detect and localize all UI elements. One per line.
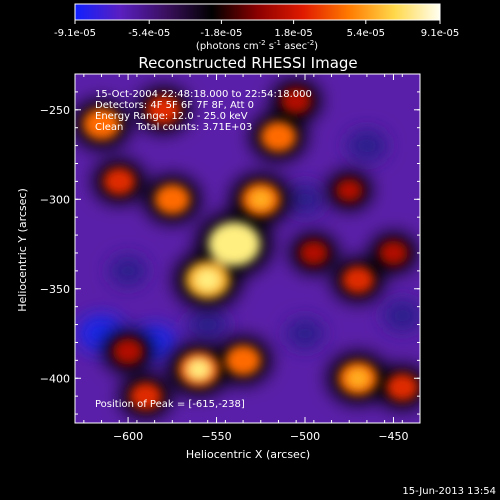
emission-blob bbox=[225, 345, 261, 376]
emission-blob bbox=[379, 240, 408, 266]
negative-emission-blob bbox=[285, 183, 325, 216]
x-axis-label: Heliocentric X (arcsec) bbox=[186, 448, 310, 461]
info-time-range: 15-Oct-2004 22:48:18.000 to 22:54:18.000 bbox=[95, 89, 312, 100]
negative-emission-blob bbox=[346, 129, 388, 163]
emission-blob-core bbox=[347, 369, 369, 388]
colorbar-tick-label: 9.1e-05 bbox=[421, 28, 459, 39]
emission-blob-core bbox=[187, 359, 210, 379]
y-tick-label: −400 bbox=[40, 372, 70, 385]
emission-blob bbox=[103, 167, 136, 196]
emission-blob bbox=[335, 178, 363, 202]
emission-blob bbox=[260, 121, 297, 152]
emission-blob-core bbox=[195, 269, 220, 291]
emission-blob-core bbox=[250, 190, 272, 209]
x-tick-label: −550 bbox=[201, 430, 231, 443]
emission-blob bbox=[341, 266, 375, 294]
y-axis: −250 −300 −350 −400 bbox=[40, 91, 420, 415]
info-algorithm-counts: Clean Total counts: 3.71E+03 bbox=[95, 122, 252, 133]
x-axis: −600 −550 −500 −450 bbox=[83, 74, 409, 443]
negative-emission-blob bbox=[382, 299, 420, 332]
info-detectors: Detectors: 4F 5F 6F 7F 8F, Att 0 bbox=[95, 100, 254, 111]
emission-core-layer bbox=[82, 87, 419, 410]
negative-emission-blob bbox=[187, 308, 228, 342]
emission-blob bbox=[82, 108, 121, 141]
y-axis-label: Heliocentric Y (arcsec) bbox=[16, 188, 29, 312]
x-tick-label: −600 bbox=[113, 430, 143, 443]
colorbar-tick-label: -5.4e-05 bbox=[128, 28, 170, 39]
emission-blob bbox=[280, 87, 312, 114]
info-energy-range: Energy Range: 12.0 - 25.0 keV bbox=[95, 111, 248, 122]
plot-frame bbox=[74, 73, 421, 424]
emission-blob bbox=[299, 240, 329, 266]
colorbar-tick-label: 5.4e-05 bbox=[347, 28, 385, 39]
colorbar: -9.1e-05 -5.4e-05 -1.8e-05 1.8e-05 5.4e-05 9.… bbox=[54, 3, 459, 52]
emission-blob bbox=[154, 184, 191, 215]
y-tick-label: −250 bbox=[40, 104, 70, 117]
colorbar-tick-label: 1.8e-05 bbox=[274, 28, 312, 39]
chart-title: Reconstructed RHESSI Image bbox=[138, 54, 357, 72]
heatmap-image bbox=[75, 74, 420, 423]
y-tick-label: −350 bbox=[40, 283, 70, 296]
x-tick-label: −500 bbox=[290, 430, 320, 443]
colorbar-strip bbox=[74, 3, 441, 21]
colorbar-tick-label: -9.1e-05 bbox=[54, 28, 96, 39]
colorbar-tick-label: -1.8e-05 bbox=[200, 28, 242, 39]
emission-blob-core bbox=[220, 232, 249, 257]
colorbar-units: (photons cm-2 s-1 asec-2) bbox=[196, 39, 318, 52]
emission-blob bbox=[129, 382, 162, 410]
colorbar-ticks: -9.1e-05 -5.4e-05 -1.8e-05 1.8e-05 5.4e-05 9.… bbox=[54, 20, 459, 39]
negative-emission-blob bbox=[286, 318, 324, 350]
y-tick-label: −300 bbox=[40, 193, 70, 206]
footer-date: 15-Jun-2013 13:54 bbox=[402, 486, 496, 497]
negative-emission-layer bbox=[77, 129, 420, 360]
observation-info: 15-Oct-2004 22:48:18.000 to 22:54:18.000… bbox=[95, 89, 312, 133]
emission-blob bbox=[112, 338, 144, 365]
emission-blob bbox=[386, 373, 419, 401]
x-tick-label: −450 bbox=[378, 430, 408, 443]
emission-blob bbox=[146, 95, 181, 125]
negative-emission-blob bbox=[109, 255, 147, 287]
peak-position-label: Position of Peak = [-615,-238] bbox=[95, 399, 245, 410]
